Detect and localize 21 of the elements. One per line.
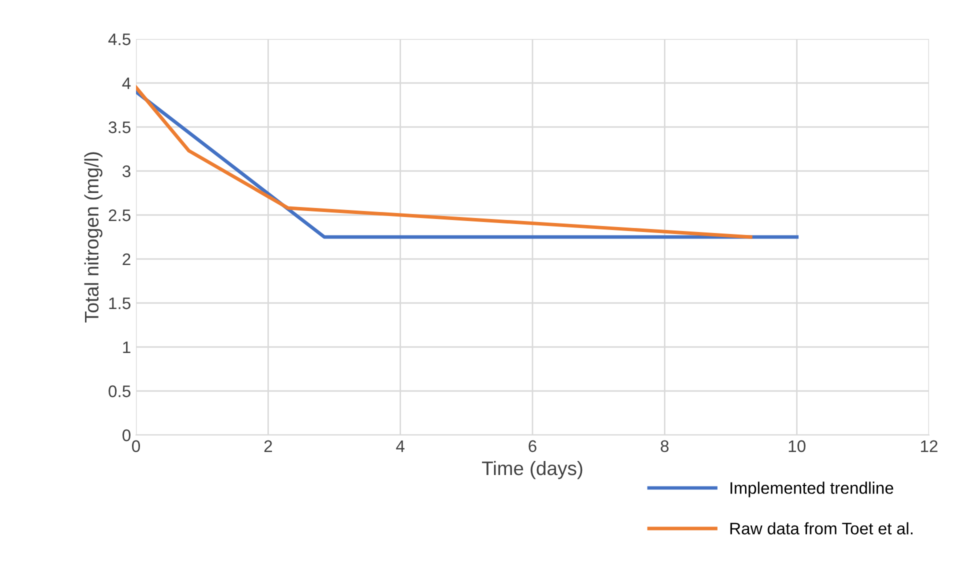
legend-label: Raw data from Toet et al. (730, 522, 912, 534)
x-axis-title: Time (days) (482, 460, 582, 480)
x-tick-label: 6 (528, 440, 536, 452)
y-tick-label: 1 (123, 342, 130, 354)
x-tick-label: 8 (660, 440, 669, 452)
x-tick-label: 10 (788, 440, 806, 452)
y-tick-label: 0 (122, 429, 130, 442)
x-tick-label: 12 (921, 440, 938, 452)
y-tick-label: 3 (122, 165, 130, 178)
x-tick-label: 0 (132, 440, 140, 452)
y-tick-label: 2.5 (108, 209, 130, 222)
y-tick-label: 2 (122, 253, 130, 266)
y-tick-label: 4.5 (108, 34, 130, 46)
y-tick-label: 0.5 (108, 385, 130, 398)
y-axis-title: Total nitrogen (mg/l) (84, 152, 102, 322)
legend-label: Implemented trendline (730, 482, 894, 498)
y-tick-label: 1.5 (109, 298, 130, 310)
y-tick-label: 3.5 (108, 121, 130, 134)
x-tick-label: 4 (396, 440, 404, 452)
y-tick-label: 4 (122, 78, 131, 90)
x-tick-label: 2 (264, 440, 272, 452)
